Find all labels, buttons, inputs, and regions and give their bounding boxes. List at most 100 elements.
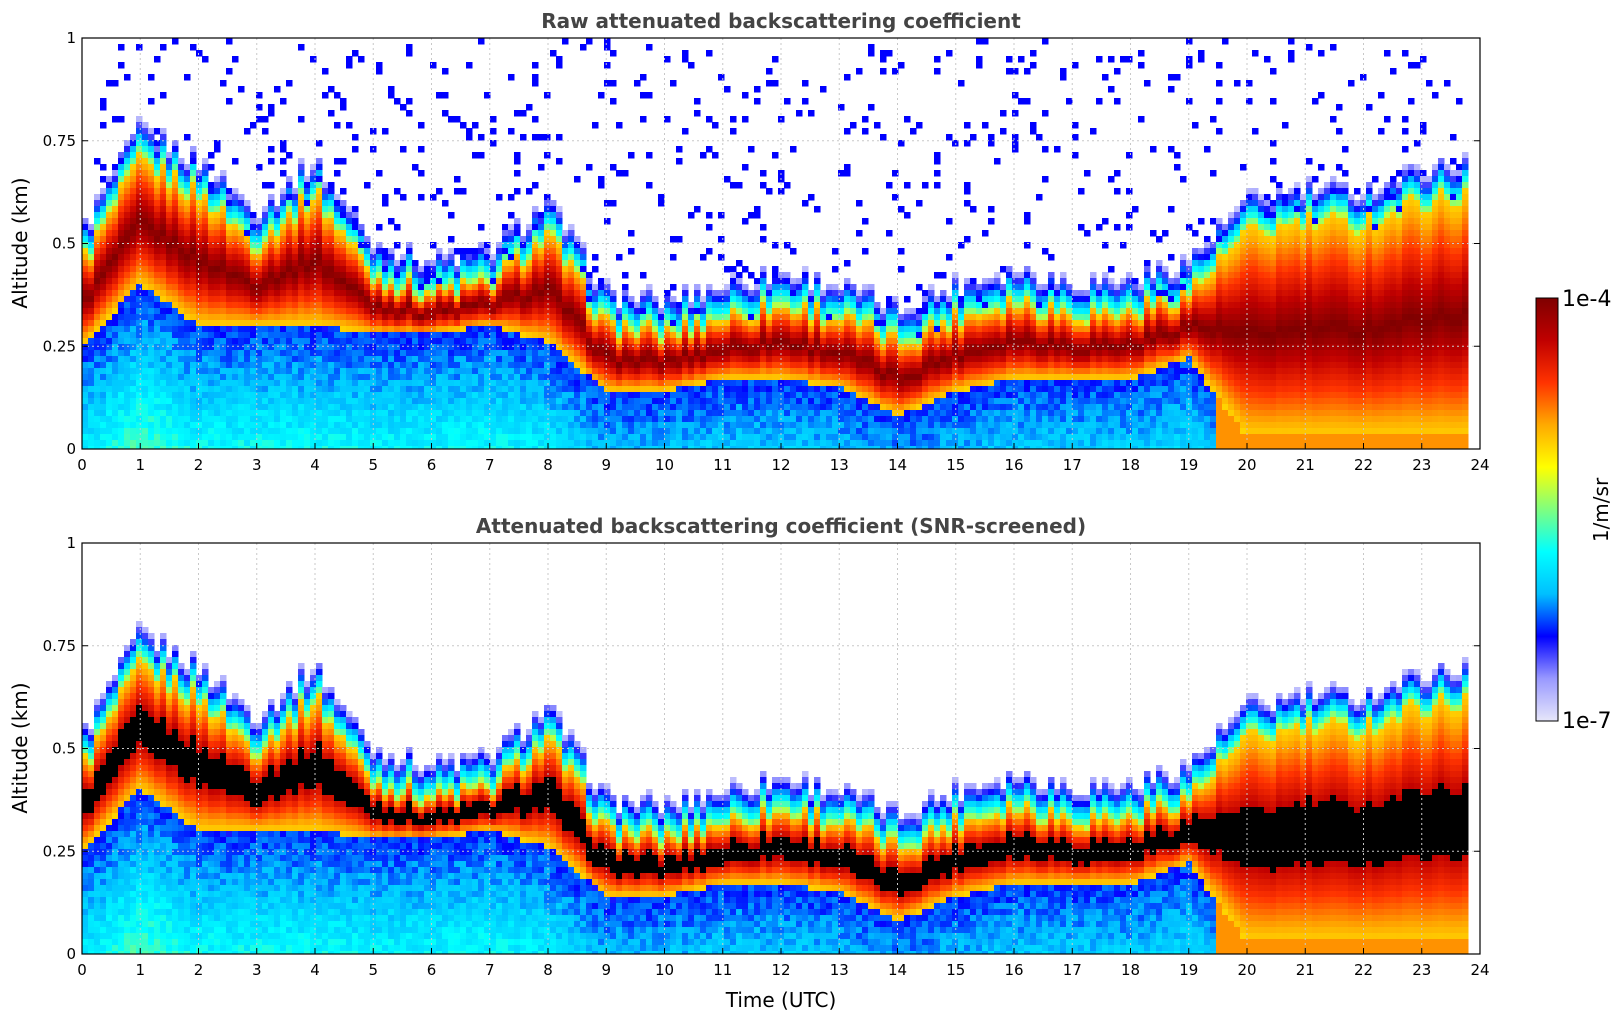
heatmap-cell [100, 314, 107, 321]
heatmap-cell [838, 410, 845, 417]
heatmap-cell [832, 380, 839, 387]
heatmap-cell [568, 440, 575, 447]
heatmap-cell [430, 356, 437, 363]
heatmap-cell [556, 362, 563, 369]
heatmap-cell [484, 290, 491, 297]
heatmap-cell [358, 254, 365, 261]
heatmap-cell [568, 380, 575, 387]
heatmap-cell [472, 368, 479, 375]
heatmap-cell [118, 266, 125, 273]
heatmap-cell [526, 410, 533, 417]
heatmap-cell [814, 434, 821, 441]
heatmap-cell [682, 308, 689, 315]
heatmap-cell [472, 284, 479, 291]
heatmap-cell [298, 230, 305, 237]
heatmap-cell [364, 272, 371, 279]
heatmap-cell [478, 296, 485, 303]
heatmap-cell [766, 338, 773, 345]
heatmap-cell [454, 410, 461, 417]
heatmap-cell [286, 422, 293, 429]
heatmap-cell [352, 356, 359, 363]
heatmap-cell [334, 368, 341, 375]
heatmap-cell [802, 302, 809, 309]
heatmap-cell [544, 392, 551, 399]
heatmap-cell [556, 62, 563, 69]
heatmap-cell [334, 308, 341, 315]
heatmap-cell [196, 392, 203, 399]
heatmap-cell [772, 410, 779, 417]
heatmap-cell [232, 296, 239, 303]
heatmap-cell [418, 320, 425, 327]
heatmap-cell [610, 404, 617, 411]
heatmap-cell [364, 326, 371, 333]
heatmap-cell [514, 350, 521, 357]
heatmap-cell [304, 422, 311, 429]
heatmap-cell [202, 302, 209, 309]
heatmap-cell [664, 368, 671, 375]
heatmap-cell [556, 326, 563, 333]
heatmap-cell [436, 260, 443, 267]
heatmap-cell [208, 434, 215, 441]
heatmap-cell [166, 236, 173, 243]
heatmap-cell [202, 368, 209, 375]
heatmap-cell [196, 362, 203, 369]
heatmap-cell [790, 434, 797, 441]
heatmap-cell [202, 326, 209, 333]
heatmap-cell [586, 314, 593, 321]
heatmap-cell [730, 326, 737, 333]
heatmap-cell [346, 302, 353, 309]
heatmap-cell [106, 266, 113, 273]
heatmap-cell [784, 182, 791, 189]
heatmap-cell [142, 230, 149, 237]
heatmap-cell [598, 446, 605, 449]
heatmap-cell [418, 272, 425, 279]
heatmap-cell [82, 224, 89, 231]
heatmap-cell [586, 356, 593, 363]
heatmap-cell [388, 266, 395, 273]
heatmap-cell [658, 440, 665, 447]
heatmap-cell [160, 314, 167, 321]
heatmap-cell [208, 308, 215, 315]
heatmap-cell [706, 404, 713, 411]
heatmap-cell [298, 290, 305, 297]
heatmap-cell [286, 236, 293, 243]
heatmap-cell [760, 290, 767, 297]
heatmap-cell [100, 380, 107, 387]
heatmap-cell [574, 302, 581, 309]
heatmap-cell [316, 392, 323, 399]
heatmap-cell [670, 344, 677, 351]
heatmap-cell [466, 290, 473, 297]
heatmap-cell [418, 314, 425, 321]
heatmap-cell [244, 392, 251, 399]
heatmap-cell [334, 224, 341, 231]
heatmap-cell [634, 368, 641, 375]
heatmap-cell [298, 428, 305, 435]
heatmap-cell [412, 284, 419, 291]
heatmap-cell [778, 308, 785, 315]
heatmap-cell [328, 182, 335, 189]
heatmap-cell [784, 374, 791, 381]
heatmap-cell [718, 326, 725, 333]
heatmap-cell [124, 158, 131, 165]
heatmap-cell [592, 290, 599, 297]
heatmap-cell [526, 284, 533, 291]
heatmap-cell [796, 308, 803, 315]
heatmap-cell [598, 278, 605, 285]
heatmap-cell [394, 392, 401, 399]
heatmap-cell [562, 410, 569, 417]
heatmap-cell [574, 416, 581, 423]
heatmap-cell [148, 320, 155, 327]
heatmap-cell [238, 248, 245, 255]
heatmap-cell [544, 314, 551, 321]
heatmap-cell [166, 266, 173, 273]
heatmap-cell [118, 404, 125, 411]
heatmap-cell [154, 410, 161, 417]
heatmap-cell [562, 272, 569, 279]
heatmap-cell [214, 224, 221, 231]
heatmap-cell [466, 332, 473, 339]
heatmap-cell [328, 248, 335, 255]
heatmap-cell [766, 374, 773, 381]
heatmap-cell [244, 218, 251, 225]
heatmap-cell [844, 170, 851, 177]
heatmap-cell [196, 248, 203, 255]
